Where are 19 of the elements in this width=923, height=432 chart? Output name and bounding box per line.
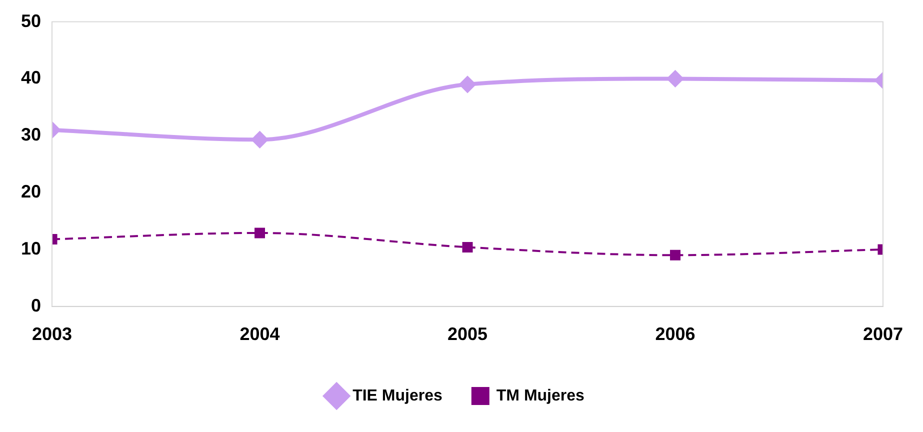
y-tick-label: 20 [20, 182, 42, 202]
y-tick-label: 10 [20, 238, 42, 258]
x-tick-label: 2004 [240, 324, 280, 344]
point [462, 242, 473, 252]
point [252, 132, 268, 148]
point [460, 76, 476, 92]
legend-label: TM Mujeres [496, 387, 585, 404]
y-tick-label: 50 [20, 10, 42, 31]
y-tick-label: 40 [20, 68, 42, 88]
y-tick-label: 30 [20, 124, 42, 145]
x-tick-label: 2003 [32, 324, 72, 344]
point [667, 70, 684, 87]
legend-label: TIE Mujeres [352, 387, 442, 404]
y-tick-label: 0 [31, 295, 42, 316]
x-tick-label: 2006 [655, 324, 696, 344]
x-tick-label: 2005 [447, 324, 488, 344]
x-tick-label: 2007 [862, 324, 903, 344]
point [670, 250, 680, 260]
point [254, 228, 266, 238]
